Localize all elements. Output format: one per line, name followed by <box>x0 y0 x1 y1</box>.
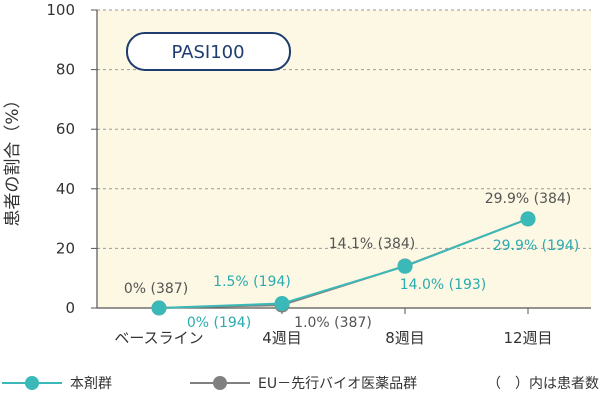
data-point-s1-0 <box>151 300 167 316</box>
data-labels: 0% (194) 1.5% (194) 14.0% (193) 29.9% (194)… <box>124 191 579 331</box>
x-tick-label-0: ベースライン <box>114 329 203 347</box>
y-axis-label: 患者の割合（%） <box>3 91 23 226</box>
y-tick-label-3: 60 <box>56 120 75 138</box>
data-label-s2-3: 29.9% (384) <box>485 191 572 207</box>
legend-label-series-1: 本剤群 <box>70 376 112 392</box>
legend-item-series-1: 本剤群 <box>2 376 112 392</box>
data-point-s1-2 <box>397 258 413 274</box>
data-point-s1-3 <box>520 211 536 227</box>
legend-note: （ ）内は患者数 <box>487 376 599 392</box>
y-tick-label-1: 20 <box>56 239 75 257</box>
y-tick-label-0: 0 <box>65 299 75 317</box>
y-tick-labels: 0 20 40 60 80 100 <box>46 1 75 317</box>
data-label-s1-3: 29.9% (194) <box>493 238 580 254</box>
data-label-s1-0: 0% (194) <box>187 315 251 331</box>
series-points <box>151 211 536 316</box>
y-tick-label-5: 100 <box>46 1 75 19</box>
legend-label-series-2: EU－先行バイオ医薬品群 <box>258 376 417 392</box>
series-lines <box>158 217 529 309</box>
legend: 本剤群 EU－先行バイオ医薬品群 （ ）内は患者数 <box>2 376 599 392</box>
x-tick-label-2: 8週目 <box>385 329 425 347</box>
data-label-s2-1: 1.0% (387) <box>294 315 372 331</box>
data-point-s1-1 <box>274 296 290 312</box>
badge-label: PASI100 <box>171 42 244 63</box>
data-label-s1-2: 14.0% (193) <box>400 277 487 293</box>
data-label-s1-1: 1.5% (194) <box>213 274 291 290</box>
x-tick-labels: ベースライン 4週目 8週目 12週目 <box>114 329 552 347</box>
data-label-s2-2: 14.1% (384) <box>329 236 416 252</box>
legend-item-series-2: EU－先行バイオ医薬品群 <box>190 376 417 392</box>
data-label-s2-0: 0% (387) <box>124 281 188 297</box>
series-line-1 <box>158 217 529 309</box>
x-tick-label-3: 12週目 <box>503 329 552 347</box>
x-tick-label-1: 4週目 <box>262 329 302 347</box>
y-tick-label-4: 80 <box>56 61 75 79</box>
pasi100-badge: PASI100 <box>126 32 291 71</box>
y-tick-label-2: 40 <box>56 180 75 198</box>
